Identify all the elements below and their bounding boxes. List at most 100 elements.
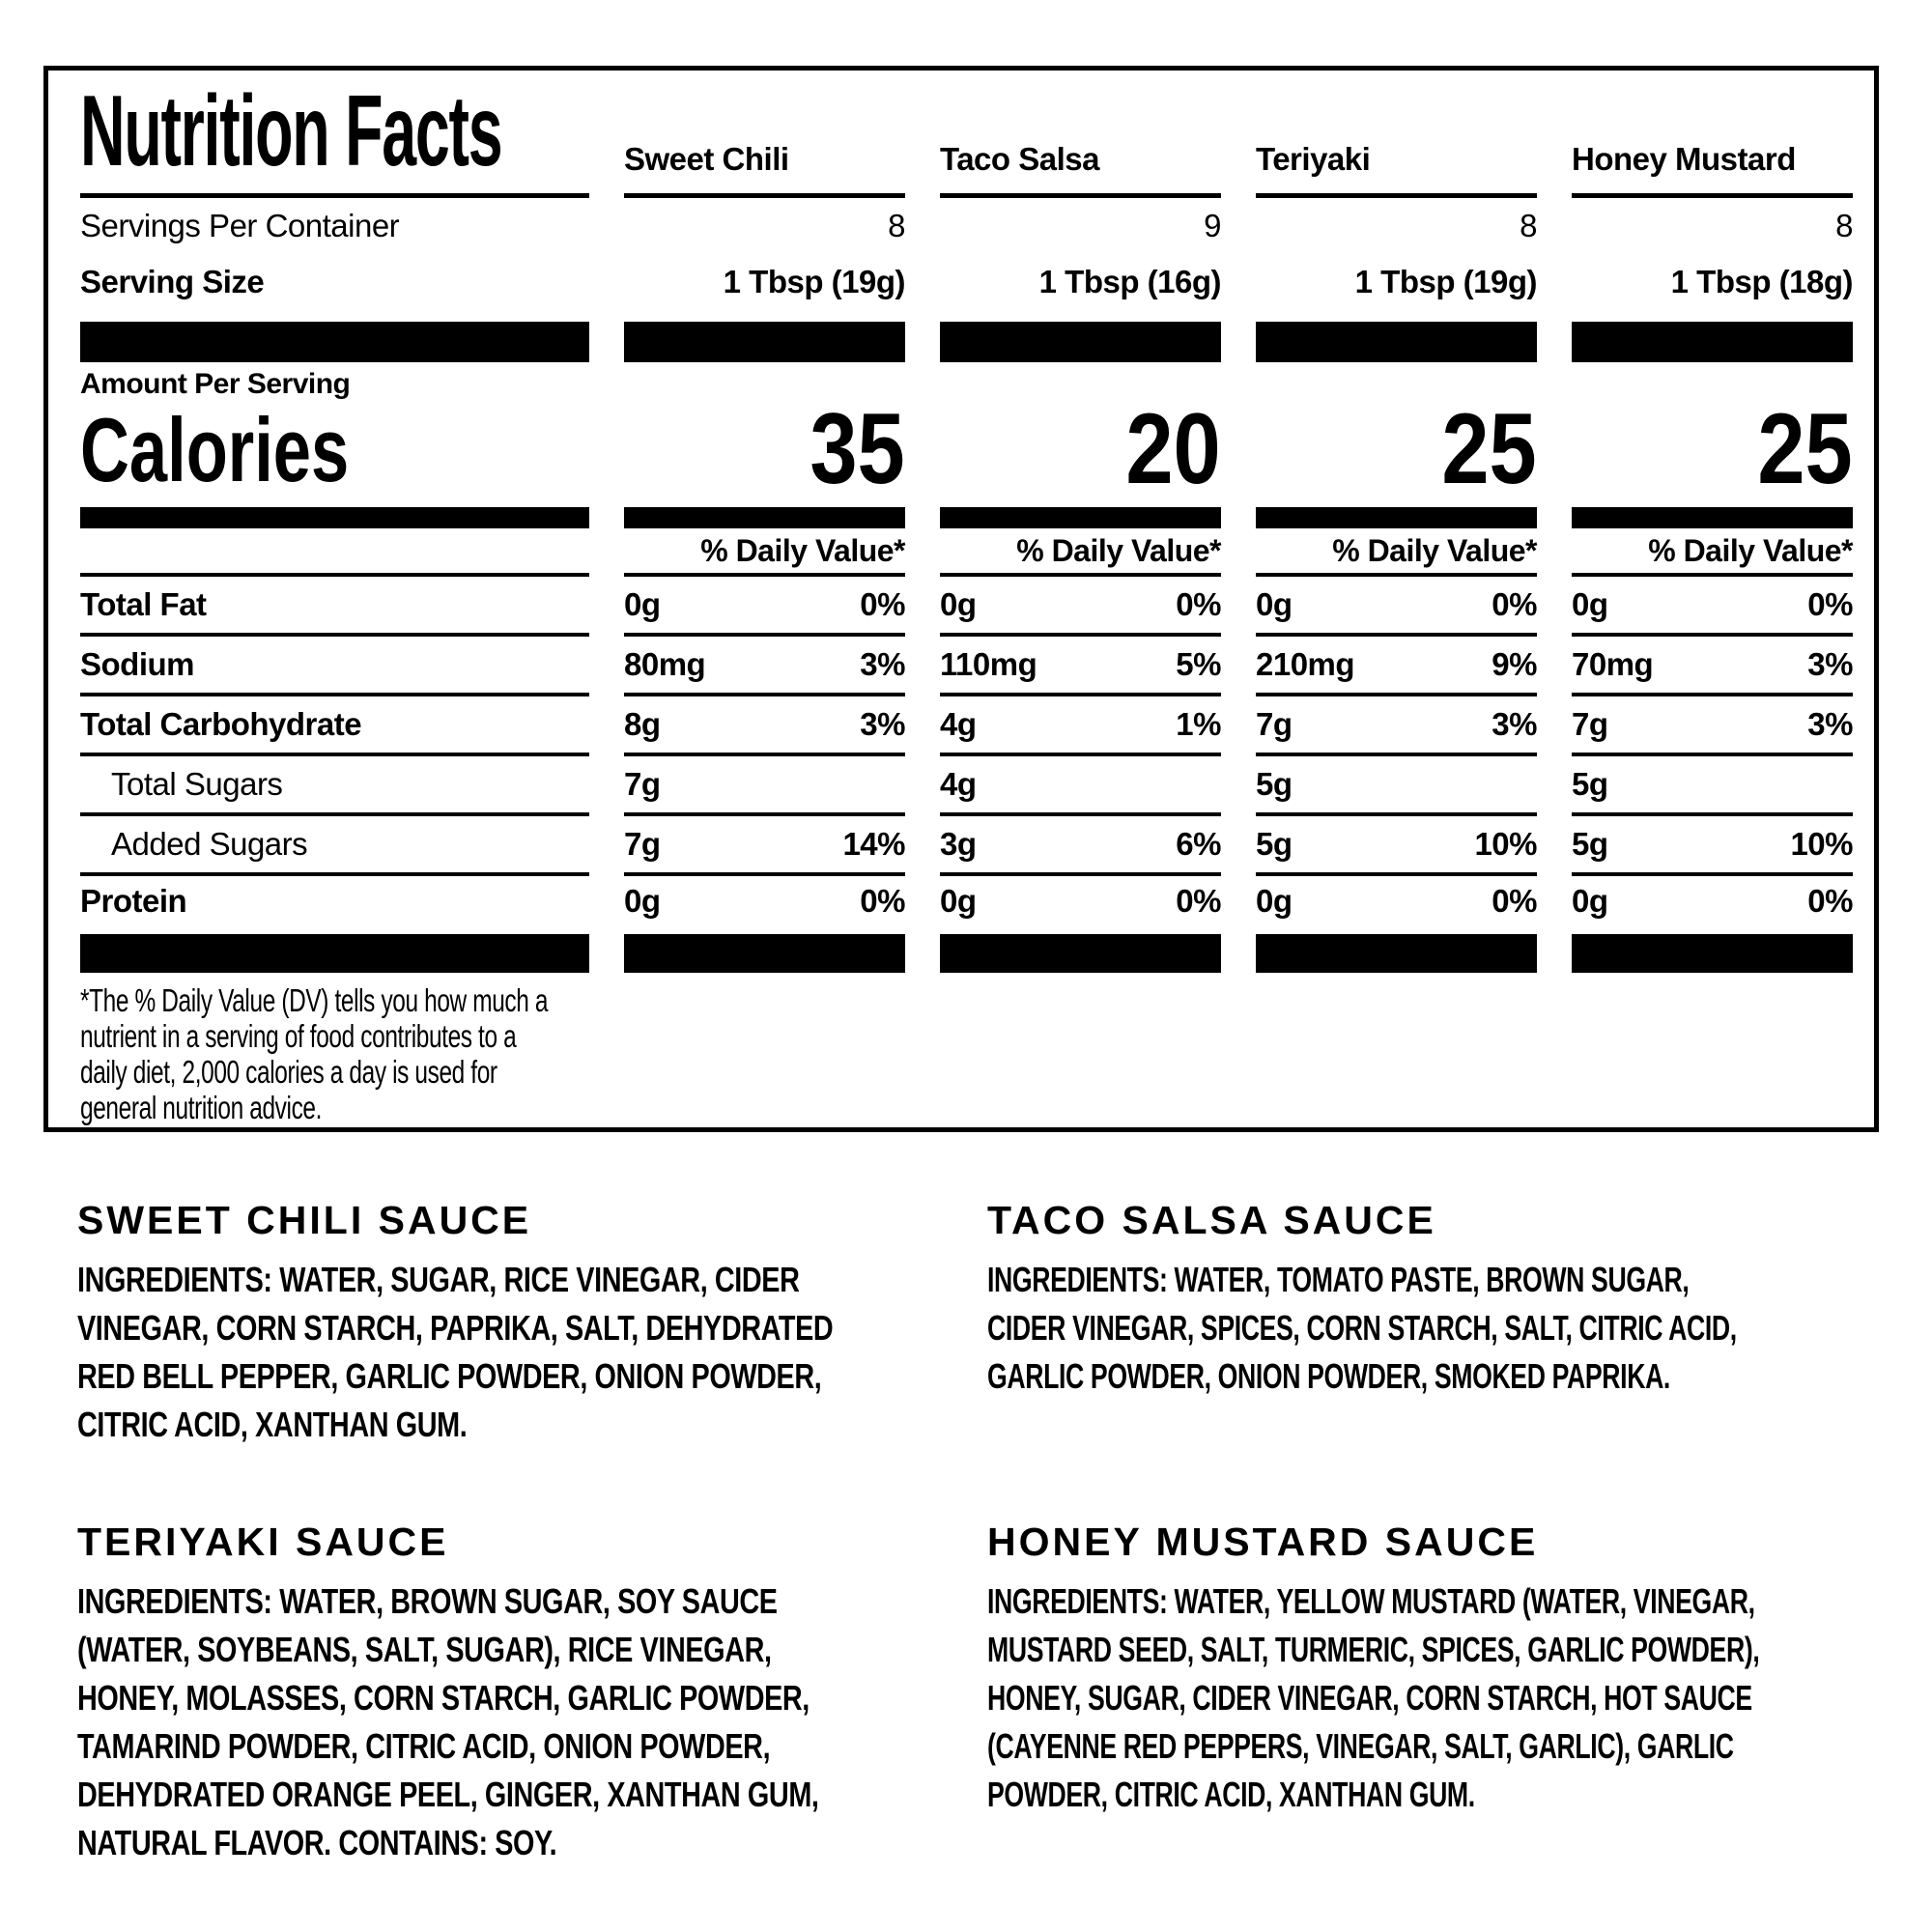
nutrient-amount: 3g	[940, 826, 977, 862]
nutrient-amount: 0g	[1572, 883, 1608, 919]
nutrient-label: Added Sugars	[80, 816, 589, 876]
nutrient-dv: 1%	[1176, 706, 1221, 742]
section-title-taco-salsa: TACO SALSA SAUCE	[987, 1198, 1436, 1242]
nutrient-row-added-sugars: Added Sugars 7g 14% 3g 6% 5g 10% 5g 10%	[80, 816, 1853, 876]
nutrient-amount: 0g	[624, 883, 661, 919]
divider-bar	[940, 322, 1221, 362]
nutrient-amount: 80mg	[624, 646, 706, 682]
nutrient-row-sodium: Sodium 80mg 3% 110mg 5% 210mg 9% 70mg 3%	[80, 637, 1853, 696]
column-header-sweet-chili: Sweet Chili	[624, 92, 905, 198]
nutrient-amount: 0g	[624, 586, 661, 622]
divider-bar	[80, 507, 589, 528]
nutrient-amount: 7g	[1256, 706, 1293, 742]
servings-per-container-label: Servings Per Container	[80, 208, 400, 243]
divider-bar	[1572, 322, 1853, 362]
serving-size-value: 1 Tbsp (18g)	[1670, 264, 1854, 299]
serving-size-label: Serving Size	[80, 264, 265, 299]
serving-size-value: 1 Tbsp (19g)	[723, 264, 906, 299]
nutrient-label: Total Carbohydrate	[80, 696, 589, 756]
amount-per-serving-row: Amount Per Serving	[80, 368, 1853, 401]
section-title-honey-mustard: HONEY MUSTARD SAUCE	[987, 1520, 1539, 1564]
nutrient-amount: 70mg	[1572, 646, 1654, 682]
divider-bar	[1256, 507, 1537, 528]
nutrient-amount: 5g	[1572, 826, 1608, 862]
nutrient-amount: 7g	[624, 826, 661, 862]
nutrient-amount: 5g	[1572, 766, 1608, 802]
nutrient-amount: 7g	[1572, 706, 1608, 742]
calories-value: 35	[810, 393, 905, 505]
divider-bar	[80, 322, 589, 362]
ingredients-text: WATER, SUGAR, RICE VINEGAR, CIDER VINEGA…	[77, 1260, 834, 1444]
nutrient-dv: 9%	[1492, 646, 1537, 682]
nutrient-dv: 14%	[842, 826, 905, 862]
divider-bar	[940, 934, 1221, 973]
daily-value-label: % Daily Value*	[940, 528, 1222, 577]
divider-bar	[624, 507, 905, 528]
nutrient-row-total-carbohydrate: Total Carbohydrate 8g 3% 4g 1% 7g 3% 7g 3%	[80, 696, 1853, 756]
section-title-sweet-chili: SWEET CHILI SAUCE	[77, 1198, 532, 1242]
ingredients-label: INGREDIENTS:	[987, 1260, 1168, 1299]
ingredients-taco-salsa: INGREDIENTS: WATER, TOMATO PASTE, BROWN …	[987, 1256, 1737, 1401]
serving-size-value: 1 Tbsp (19g)	[1354, 264, 1538, 299]
calories-row: Calories 35 20 25 25	[80, 393, 1853, 505]
ingredients-text: WATER, YELLOW MUSTARD (WATER, VINEGAR, M…	[987, 1581, 1760, 1814]
nutrient-dv: 3%	[1807, 706, 1853, 742]
calories-label: Calories	[80, 399, 350, 500]
nutrient-dv: 3%	[1492, 706, 1537, 742]
divider-bar	[1572, 507, 1853, 528]
nutrient-dv: 10%	[1474, 826, 1537, 862]
nutrient-label: Total Fat	[80, 577, 589, 637]
nutrient-amount: 110mg	[940, 646, 1037, 682]
nutrient-label: Sodium	[80, 637, 589, 696]
ingredients-sweet-chili: INGREDIENTS: WATER, SUGAR, RICE VINEGAR,…	[77, 1256, 834, 1449]
nutrient-dv: 0%	[1492, 883, 1537, 919]
nutrient-amount: 4g	[940, 766, 977, 802]
column-header-honey-mustard: Honey Mustard	[1572, 92, 1853, 198]
nutrient-amount: 210mg	[1256, 646, 1355, 682]
nutrient-dv: 3%	[860, 646, 905, 682]
daily-value-label: % Daily Value*	[1256, 528, 1538, 577]
servings-value: 8	[1520, 208, 1537, 243]
nutrient-amount: 4g	[940, 706, 977, 742]
nutrition-facts-panel: Nutrition Facts Sweet Chili Taco Salsa T…	[43, 66, 1879, 1132]
nutrient-amount: 7g	[624, 766, 661, 802]
divider-bar	[1256, 322, 1537, 362]
nutrient-dv: 3%	[860, 706, 905, 742]
ingredients-honey-mustard: INGREDIENTS: WATER, YELLOW MUSTARD (WATE…	[987, 1577, 1760, 1819]
serving-size-value: 1 Tbsp (16g)	[1038, 264, 1222, 299]
serving-size-row: Serving Size 1 Tbsp (19g) 1 Tbsp (16g) 1…	[80, 254, 1854, 310]
divider-bar	[1256, 934, 1537, 973]
nutrient-dv: 0%	[1176, 883, 1221, 919]
calories-value: 25	[1757, 393, 1853, 505]
nutrient-row-total-fat: Total Fat 0g 0% 0g 0% 0g 0% 0g 0%	[80, 577, 1853, 637]
daily-value-label: % Daily Value*	[624, 528, 906, 577]
nutrient-dv: 0%	[1807, 586, 1853, 622]
nutrient-amount: 0g	[1256, 883, 1293, 919]
divider-bar	[940, 507, 1221, 528]
divider-bar	[80, 934, 589, 973]
amount-per-serving-label: Amount Per Serving	[80, 368, 351, 400]
nutrient-amount: 5g	[1256, 826, 1293, 862]
calories-label-cell: Calories	[80, 399, 589, 500]
nutrient-dv: 5%	[1176, 646, 1221, 682]
bottom-divider-row	[80, 934, 1853, 973]
panel-header-row: Nutrition Facts Sweet Chili Taco Salsa T…	[80, 75, 1853, 198]
nutrient-amount: 0g	[1572, 586, 1608, 622]
nutrient-row-protein: Protein 0g 0% 0g 0% 0g 0% 0g 0%	[80, 876, 1853, 926]
divider-bar	[1572, 934, 1853, 973]
section-title-teriyaki: TERIYAKI SAUCE	[77, 1520, 449, 1564]
calories-value: 20	[1125, 393, 1221, 505]
nutrient-dv: 6%	[1176, 826, 1221, 862]
daily-value-footnote: *The % Daily Value (DV) tells you how mu…	[80, 982, 549, 1125]
thick-divider-row	[80, 322, 1853, 362]
panel-title: Nutrition Facts	[80, 75, 503, 187]
nutrient-dv: 0%	[1492, 586, 1537, 622]
divider-bar	[624, 322, 905, 362]
divider-bar	[624, 934, 905, 973]
nutrient-dv: 0%	[1807, 883, 1853, 919]
panel-title-cell: Nutrition Facts	[80, 75, 589, 198]
nutrient-row-total-sugars: Total Sugars 7g 4g 5g 5g	[80, 756, 1853, 816]
nutrient-amount: 0g	[940, 883, 977, 919]
nutrient-amount: 0g	[1256, 586, 1293, 622]
